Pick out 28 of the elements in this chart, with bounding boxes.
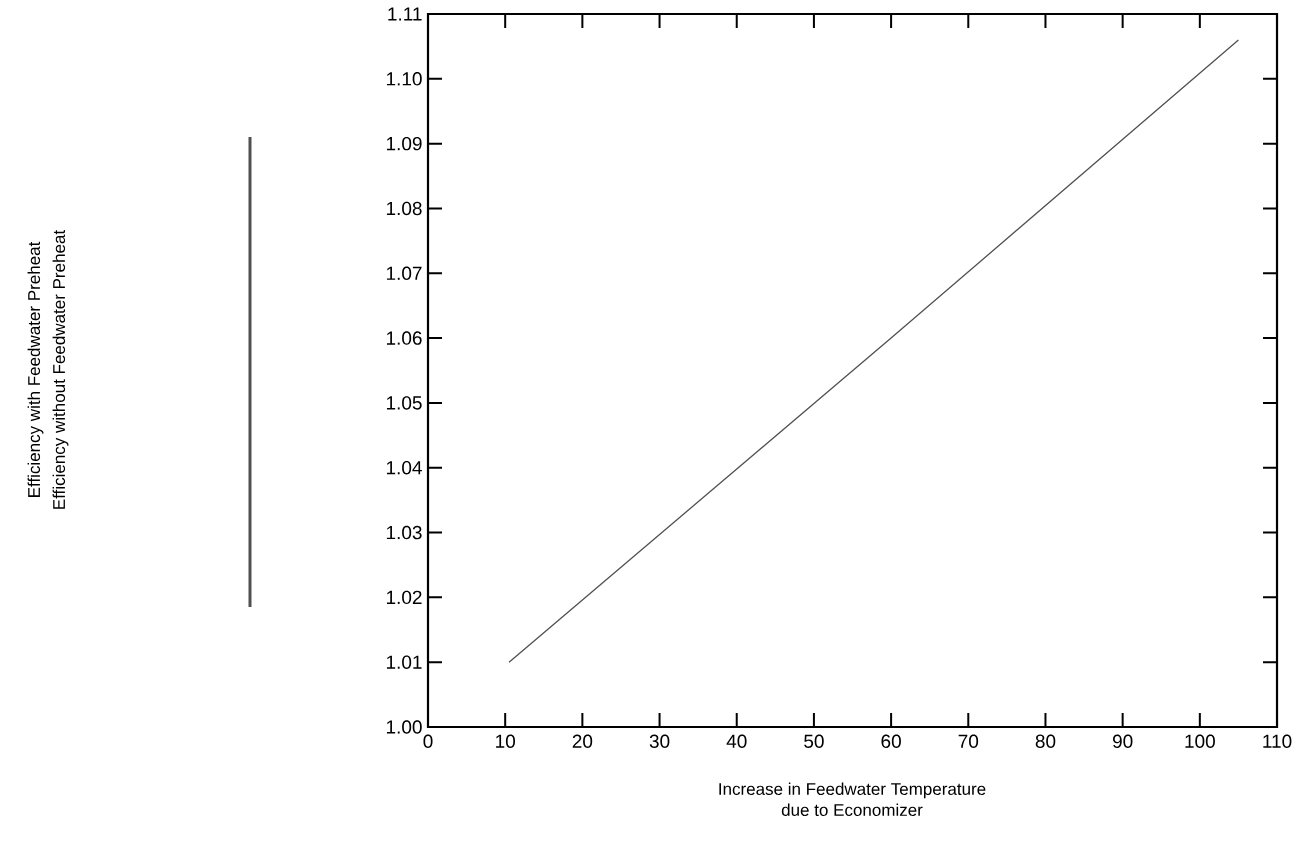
y-tick-label: 1.04: [386, 461, 422, 475]
x-tick-label: 50: [804, 734, 824, 748]
y-tick-label: 1.05: [386, 396, 422, 410]
y-tick-label: 1.02: [386, 590, 422, 605]
x-tick-label: 10: [496, 734, 516, 748]
y-tick-label: 1.03: [386, 525, 422, 540]
y-tick-label: 1.06: [386, 331, 422, 345]
x-tick-label: 0: [423, 734, 433, 748]
y-tick-label: 1.01: [386, 655, 422, 669]
x-tick-label: 100: [1185, 734, 1215, 748]
y-tick-label: 1.07: [386, 266, 422, 280]
x-tick-label: 40: [726, 734, 747, 748]
y-tick-label: 1.10: [386, 72, 422, 86]
text: Increase in Feedwater Temperature: [719, 782, 986, 799]
x-tick-label: 20: [572, 734, 593, 748]
y-tick-label: 1.08: [386, 201, 422, 216]
text: due to Economizer: [781, 803, 923, 817]
y-tick-label: 1.00: [386, 720, 422, 734]
x-tick-label: 70: [958, 734, 979, 748]
text: Efficiency with Feedwater Preheat: [27, 241, 44, 497]
text: Efficiency without Feedwater Preheat: [52, 230, 69, 509]
x-tick-label: 110: [1263, 734, 1292, 748]
x-tick-label: 90: [1112, 734, 1133, 748]
x-tick-label: 80: [1035, 734, 1056, 748]
y-tick-label: 1.11: [388, 7, 422, 21]
y-tick-label: 1.09: [386, 136, 422, 151]
x-tick-label: 60: [881, 734, 901, 748]
x-tick-label: 30: [649, 734, 670, 748]
